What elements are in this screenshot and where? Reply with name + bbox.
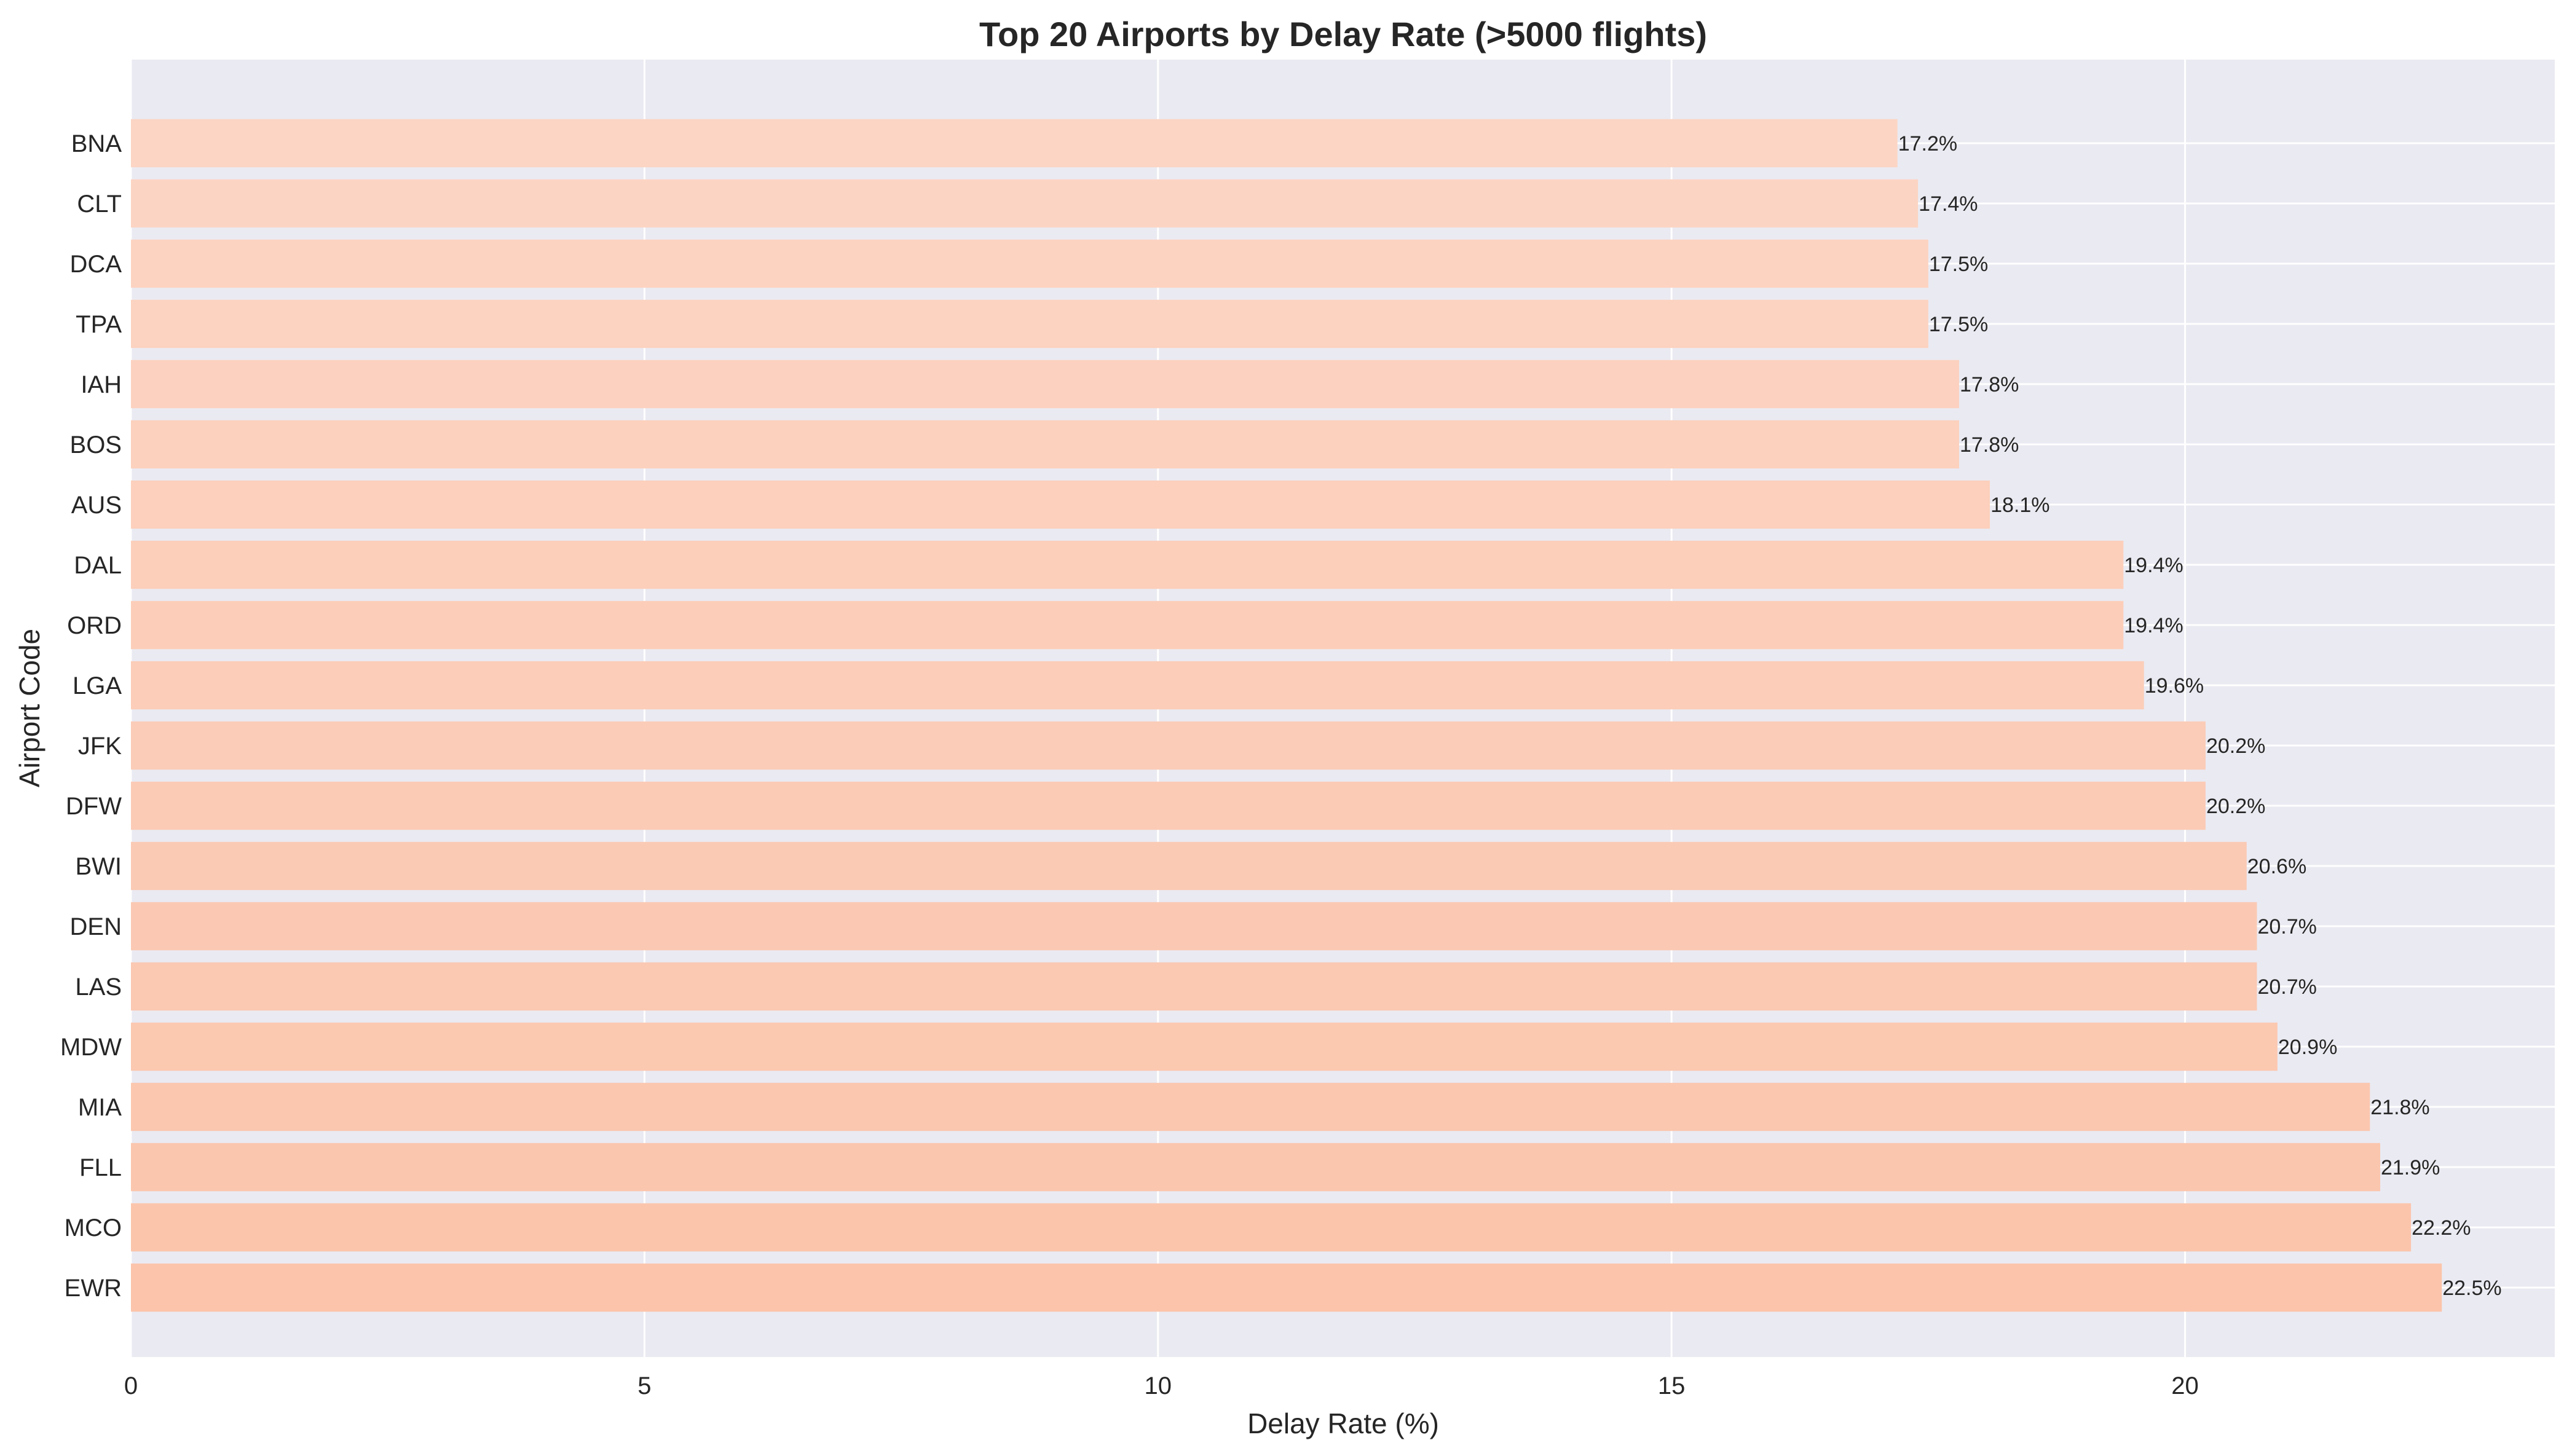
x-tick-label: 0 [124, 1372, 138, 1399]
bar-bna [131, 119, 1898, 168]
y-tick-label-jfk: JFK [78, 733, 122, 760]
data-label-mia: 21.8% [2370, 1096, 2429, 1119]
y-tick-label-lga: LGA [73, 672, 122, 699]
data-label-dal: 19.4% [2124, 554, 2183, 577]
bar-lga [131, 661, 2144, 710]
data-label-las: 20.7% [2257, 975, 2316, 999]
bar-mdw [131, 1022, 2278, 1071]
data-label-mco: 22.2% [2412, 1216, 2471, 1240]
bar-tpa [131, 299, 1928, 348]
data-label-aus: 18.1% [1990, 494, 2049, 517]
bar-bos [131, 420, 1959, 469]
data-label-jfk: 20.2% [2206, 734, 2265, 758]
bar-mco [131, 1203, 2412, 1252]
bar-den [131, 902, 2257, 951]
y-tick-label-ord: ORD [67, 612, 122, 639]
bar-ewr [131, 1263, 2442, 1312]
bar-bwi [131, 841, 2247, 891]
y-tick-label-dfw: DFW [66, 793, 122, 820]
y-tick-label-tpa: TPA [76, 311, 122, 338]
data-label-bos: 17.8% [1960, 433, 2019, 457]
bar-fll [131, 1143, 2380, 1192]
data-label-tpa: 17.5% [1929, 313, 1988, 336]
x-tick-labels: 0 5 10 15 20 [124, 1372, 2199, 1399]
bar-jfk [131, 721, 2206, 770]
data-label-mdw: 20.9% [2278, 1036, 2337, 1059]
bar-aus [131, 480, 1990, 529]
y-tick-label-mdw: MDW [60, 1034, 122, 1061]
bar-dal [131, 540, 2124, 589]
data-label-dfw: 20.2% [2206, 795, 2265, 818]
y-tick-labels: BNA CLT DCA TPA IAH BOS AUS DAL ORD LGA JFK DFW BWI D… [60, 130, 122, 1302]
data-label-iah: 17.8% [1960, 373, 2019, 396]
y-tick-label-bos: BOS [70, 431, 122, 458]
y-tick-label-ewr: EWR [65, 1275, 122, 1302]
x-axis-label: Delay Rate (%) [1247, 1407, 1439, 1439]
data-label-lga: 19.6% [2145, 674, 2204, 698]
y-tick-label-bna: BNA [71, 130, 122, 157]
data-label-clt: 17.4% [1919, 192, 1978, 216]
y-tick-label-las: LAS [75, 974, 122, 1001]
data-label-fll: 21.9% [2381, 1156, 2440, 1179]
data-label-bna: 17.2% [1898, 132, 1957, 155]
data-label-ewr: 22.5% [2442, 1277, 2501, 1300]
bars [131, 119, 2442, 1312]
y-tick-label-clt: CLT [77, 191, 122, 218]
data-label-ord: 19.4% [2124, 614, 2183, 637]
bar-dfw [131, 781, 2206, 830]
bar-ord [131, 600, 2124, 650]
y-tick-label-aus: AUS [71, 492, 122, 519]
bar-iah [131, 360, 1959, 409]
data-label-bwi: 20.6% [2247, 855, 2306, 878]
y-tick-label-bwi: BWI [75, 853, 122, 880]
data-label-den: 20.7% [2257, 915, 2316, 939]
x-tick-label: 20 [2171, 1372, 2199, 1399]
x-tick-label: 10 [1145, 1372, 1172, 1399]
y-axis-label: Airport Code [14, 629, 45, 787]
y-tick-label-dca: DCA [70, 251, 122, 278]
y-tick-label-dal: DAL [74, 552, 122, 579]
x-tick-label: 5 [637, 1372, 651, 1399]
chart-title: Top 20 Airports by Delay Rate (>5000 fli… [979, 15, 1707, 53]
y-tick-label-fll: FLL [79, 1154, 122, 1181]
bar-dca [131, 239, 1928, 288]
y-tick-label-mco: MCO [65, 1214, 122, 1242]
y-tick-label-mia: MIA [78, 1094, 122, 1121]
bar-mia [131, 1082, 2370, 1131]
y-tick-label-den: DEN [70, 913, 122, 940]
data-labels: 17.2% 17.4% 17.5% 17.5% 17.8% 17.8% 18.1% 19.4%… [1898, 132, 2502, 1300]
x-tick-label: 15 [1658, 1372, 1686, 1399]
data-label-dca: 17.5% [1929, 253, 1988, 276]
y-tick-label-iah: IAH [81, 371, 122, 398]
bar-las [131, 962, 2257, 1011]
bar-clt [131, 179, 1919, 228]
